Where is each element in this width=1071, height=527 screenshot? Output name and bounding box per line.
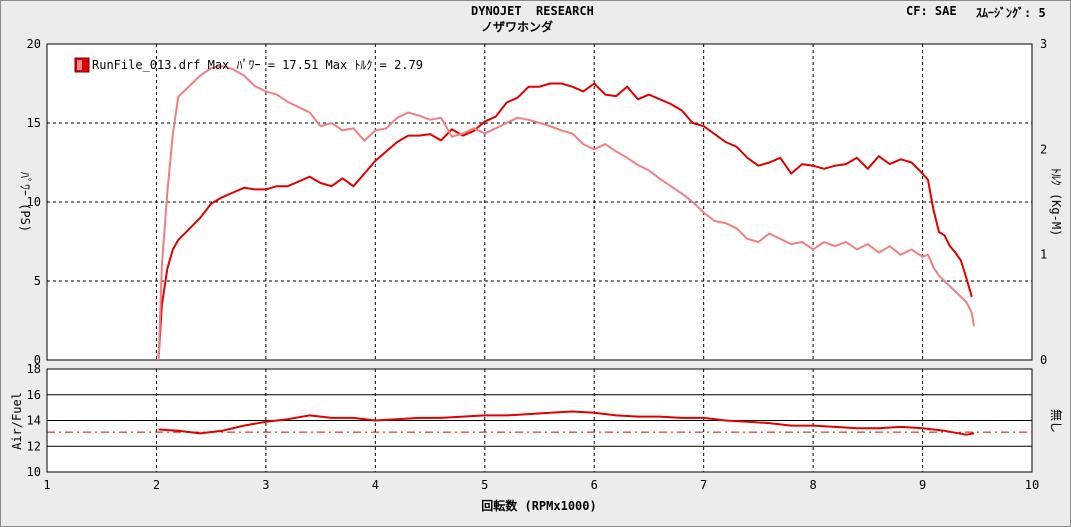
x-tick-label: 7: [700, 478, 707, 492]
air-fuel-tick-label: 10: [27, 465, 41, 479]
x-tick-label: 10: [1025, 478, 1039, 492]
x-tick-label: 9: [919, 478, 926, 492]
x-tick-label: 4: [372, 478, 379, 492]
power-tick-label: 10: [27, 195, 41, 209]
legend-swatch-highlight: [77, 60, 82, 70]
correction-factor: CF: SAE: [906, 4, 957, 18]
x-tick-label: 1: [43, 478, 50, 492]
torque-tick-label: 3: [1040, 37, 1047, 51]
x-tick-label: 8: [809, 478, 816, 492]
x-tick-label: 2: [153, 478, 160, 492]
x-axis-label: 回転数 (RPMx1000): [481, 498, 596, 513]
x-tick-label: 3: [262, 478, 269, 492]
power-tick-label: 15: [27, 116, 41, 130]
air-fuel-tick-label: 18: [27, 362, 41, 376]
smoothing-setting: ｽﾑｰｼﾞﾝｸﾞ: 5: [976, 6, 1046, 20]
lower-series: [158, 410, 975, 436]
power-tick-label: 0: [34, 353, 41, 367]
legend: RunFile_013.drf Max ﾊﾟﾜｰ = 17.51 Max ﾄﾙｸ…: [74, 57, 423, 73]
air-fuel-tick-label: 12: [27, 439, 41, 453]
torque-tick-label: 0: [1040, 353, 1047, 367]
upper-ticks: 0 5 10 15 20 0 1 2 3: [27, 37, 1048, 367]
torque-curve: [157, 65, 975, 361]
x-tick-labels: 1 2 3 4 5 6 7 8 9 10: [43, 478, 1039, 492]
upper-series: [157, 65, 975, 361]
x-tick-label: 5: [481, 478, 488, 492]
torque-axis-label: ﾄﾙｸ (Kg-M): [1049, 168, 1063, 237]
legend-text: RunFile_013.drf Max ﾊﾟﾜｰ = 17.51 Max ﾄﾙｸ…: [92, 58, 423, 72]
power-curve: [157, 82, 973, 357]
torque-tick-label: 2: [1040, 142, 1047, 156]
air-fuel-right-label: 無し: [1049, 409, 1064, 433]
torque-tick-label: 1: [1040, 248, 1047, 262]
air-fuel-tick-label: 14: [27, 414, 41, 428]
chart-title: DYNOJET RESEARCH: [471, 4, 594, 18]
x-tick-label: 6: [591, 478, 598, 492]
chart-subtitle: ノザワホンダ: [481, 20, 554, 34]
air-fuel-axis-label: Air/Fuel: [10, 392, 24, 450]
power-tick-label: 20: [27, 37, 41, 51]
lower-ticks: 10 12 14 16 18: [27, 362, 41, 479]
power-axis-label: ﾊﾟﾜｰ (PS): [18, 172, 32, 232]
air-fuel-tick-label: 16: [27, 388, 41, 402]
afr-curve: [158, 410, 975, 436]
power-tick-label: 5: [34, 274, 41, 288]
